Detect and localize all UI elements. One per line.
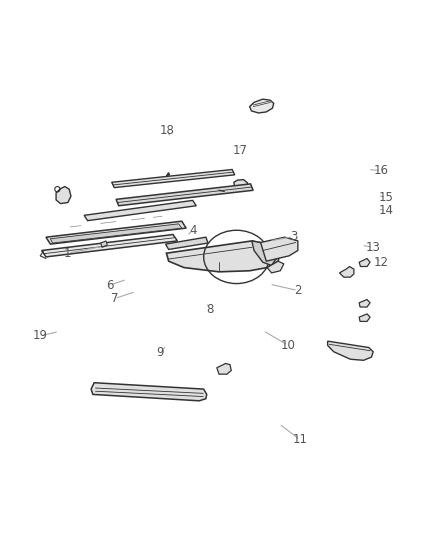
Text: 1: 1 <box>64 247 72 260</box>
Polygon shape <box>42 235 177 257</box>
Polygon shape <box>234 180 247 190</box>
Polygon shape <box>359 300 370 307</box>
Polygon shape <box>328 341 373 360</box>
Polygon shape <box>261 237 298 261</box>
Text: 19: 19 <box>33 329 48 342</box>
Polygon shape <box>56 187 71 204</box>
Text: 6: 6 <box>106 279 113 292</box>
Polygon shape <box>252 241 278 265</box>
Text: 13: 13 <box>366 241 381 254</box>
Polygon shape <box>116 184 253 206</box>
Text: 10: 10 <box>281 339 296 352</box>
Polygon shape <box>359 314 370 321</box>
Polygon shape <box>84 200 196 221</box>
Polygon shape <box>166 241 280 272</box>
Polygon shape <box>359 259 370 266</box>
Polygon shape <box>46 221 186 244</box>
Text: 7: 7 <box>111 292 119 305</box>
Text: 17: 17 <box>233 144 247 157</box>
Text: 12: 12 <box>374 256 389 269</box>
Polygon shape <box>267 261 284 273</box>
Text: 3: 3 <box>290 230 297 243</box>
Text: 14: 14 <box>379 204 394 217</box>
Polygon shape <box>166 173 170 176</box>
Polygon shape <box>166 237 208 249</box>
Polygon shape <box>112 169 235 188</box>
Text: 8: 8 <box>207 303 214 316</box>
Text: 4: 4 <box>189 224 197 237</box>
Polygon shape <box>50 224 182 243</box>
Text: 15: 15 <box>379 191 394 204</box>
Polygon shape <box>217 364 231 374</box>
Text: 2: 2 <box>294 284 302 297</box>
Polygon shape <box>339 266 354 277</box>
Text: 16: 16 <box>374 164 389 177</box>
Text: 18: 18 <box>160 124 175 137</box>
Polygon shape <box>250 99 274 113</box>
Text: 9: 9 <box>156 346 164 359</box>
Text: 11: 11 <box>293 433 307 446</box>
Polygon shape <box>101 241 107 247</box>
Polygon shape <box>91 383 207 401</box>
